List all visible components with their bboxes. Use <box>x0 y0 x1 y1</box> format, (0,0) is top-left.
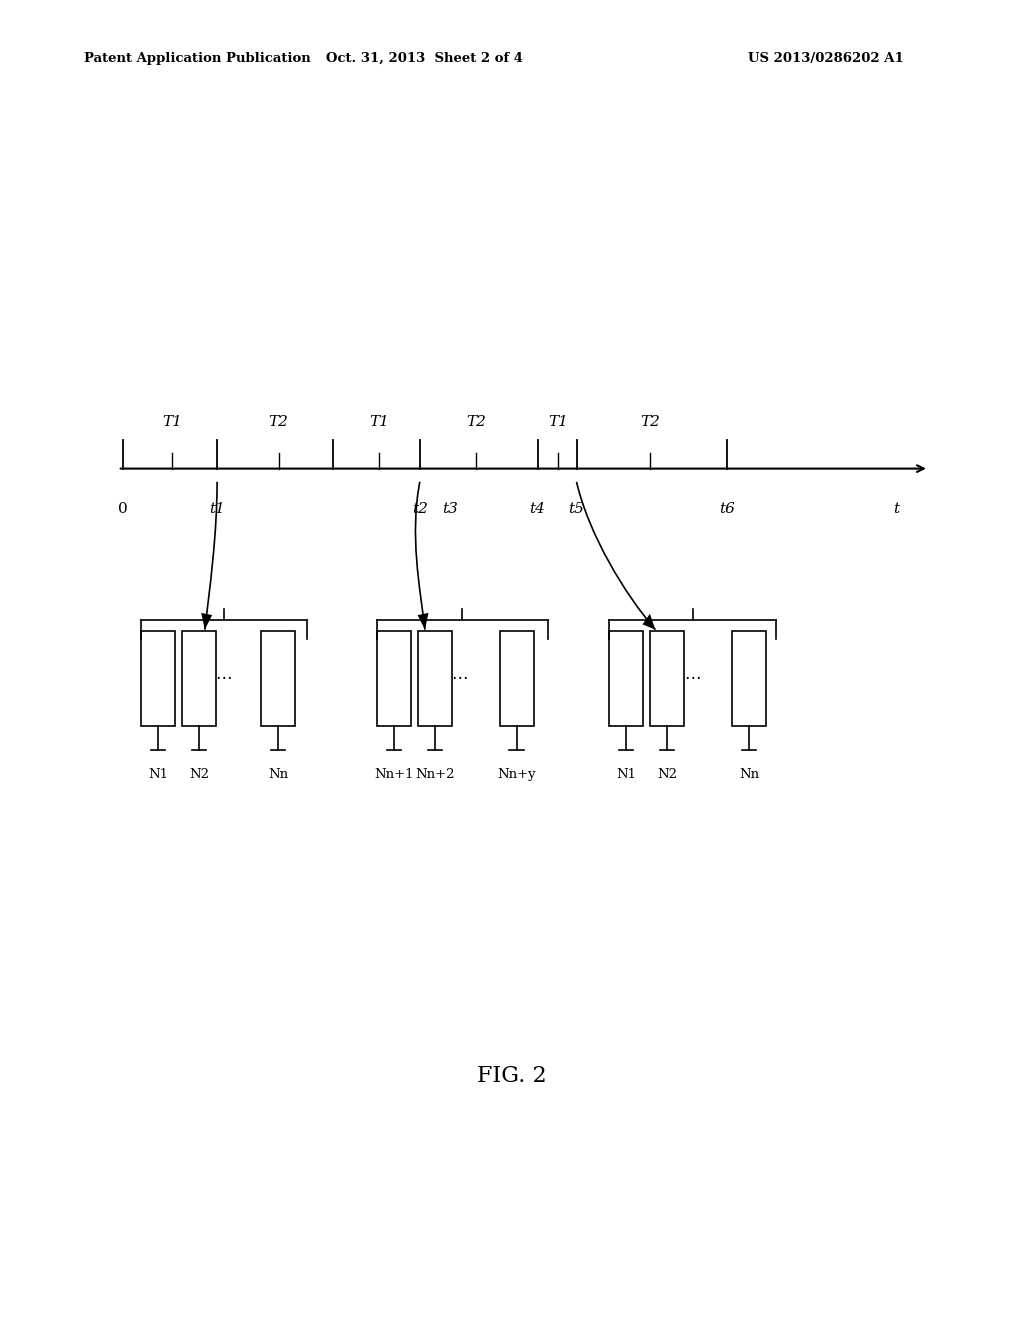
Text: t5: t5 <box>568 502 585 516</box>
Bar <box>182 631 216 726</box>
Text: US 2013/0286202 A1: US 2013/0286202 A1 <box>748 51 903 65</box>
Text: N1: N1 <box>148 768 168 781</box>
Polygon shape <box>202 612 212 630</box>
Text: t4: t4 <box>529 502 546 516</box>
Text: T2: T2 <box>466 414 486 429</box>
Polygon shape <box>418 612 428 630</box>
Bar <box>609 631 643 726</box>
Text: Oct. 31, 2013  Sheet 2 of 4: Oct. 31, 2013 Sheet 2 of 4 <box>327 51 523 65</box>
Text: T1: T1 <box>369 414 389 429</box>
Text: T2: T2 <box>640 414 660 429</box>
Text: t1: t1 <box>209 502 225 516</box>
Text: t3: t3 <box>442 502 459 516</box>
Text: t: t <box>893 502 899 516</box>
Bar <box>141 631 175 726</box>
Text: Patent Application Publication: Patent Application Publication <box>84 51 310 65</box>
Polygon shape <box>642 614 655 630</box>
Text: ⋯: ⋯ <box>452 669 468 688</box>
Text: t2: t2 <box>412 502 428 516</box>
Text: Nn: Nn <box>739 768 759 781</box>
Bar <box>500 631 534 726</box>
Text: T2: T2 <box>268 414 289 429</box>
Text: N1: N1 <box>616 768 636 781</box>
Text: FIG. 2: FIG. 2 <box>477 1065 547 1086</box>
Bar <box>377 631 411 726</box>
Text: T1: T1 <box>548 414 568 429</box>
Text: 0: 0 <box>118 502 128 516</box>
Text: N2: N2 <box>189 768 209 781</box>
Text: t6: t6 <box>719 502 735 516</box>
Text: N2: N2 <box>657 768 677 781</box>
Bar <box>418 631 452 726</box>
Bar <box>261 631 295 726</box>
Text: ⋯: ⋯ <box>215 669 231 688</box>
Text: T1: T1 <box>162 414 182 429</box>
Text: Nn+2: Nn+2 <box>415 768 455 781</box>
Text: ⋯: ⋯ <box>684 669 700 688</box>
Text: Nn+y: Nn+y <box>498 768 536 781</box>
Bar <box>650 631 684 726</box>
Bar <box>732 631 766 726</box>
Text: Nn: Nn <box>268 768 288 781</box>
Text: Nn+1: Nn+1 <box>374 768 414 781</box>
